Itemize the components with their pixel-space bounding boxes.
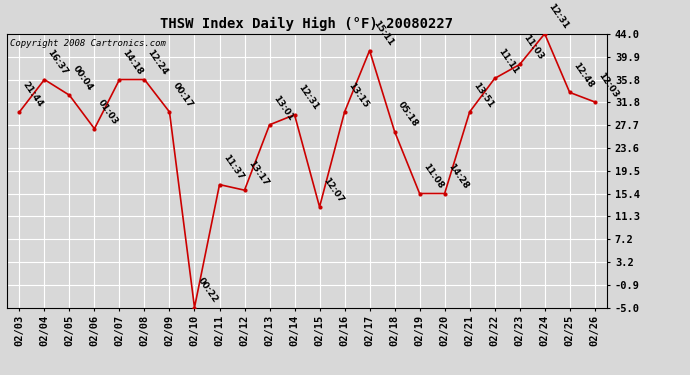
Text: 11:08: 11:08 [421, 162, 445, 191]
Text: 12:48: 12:48 [571, 61, 595, 90]
Text: 12:31: 12:31 [296, 83, 319, 112]
Title: THSW Index Daily High (°F) 20080227: THSW Index Daily High (°F) 20080227 [161, 17, 453, 31]
Text: 13:01: 13:01 [271, 93, 295, 122]
Text: 12:31: 12:31 [546, 2, 570, 31]
Text: 00:04: 00:04 [71, 64, 95, 92]
Text: 15:11: 15:11 [371, 19, 395, 48]
Text: 12:24: 12:24 [146, 48, 170, 77]
Text: 14:18: 14:18 [121, 48, 145, 77]
Text: 14:28: 14:28 [446, 162, 470, 191]
Text: 01:03: 01:03 [96, 98, 119, 126]
Text: 00:22: 00:22 [196, 276, 219, 305]
Text: 21:44: 21:44 [21, 80, 45, 109]
Text: 13:15: 13:15 [346, 81, 370, 109]
Text: 13:51: 13:51 [471, 81, 495, 109]
Text: 11:37: 11:37 [221, 153, 245, 182]
Text: 13:17: 13:17 [246, 159, 270, 188]
Text: 05:18: 05:18 [396, 100, 420, 129]
Text: 11:03: 11:03 [521, 33, 545, 62]
Text: 00:17: 00:17 [171, 81, 195, 109]
Text: 12:07: 12:07 [321, 176, 345, 204]
Text: 16:37: 16:37 [46, 48, 70, 77]
Text: Copyright 2008 Cartronics.com: Copyright 2008 Cartronics.com [10, 39, 166, 48]
Text: 12:03: 12:03 [596, 70, 620, 99]
Text: 11:11: 11:11 [496, 47, 520, 76]
